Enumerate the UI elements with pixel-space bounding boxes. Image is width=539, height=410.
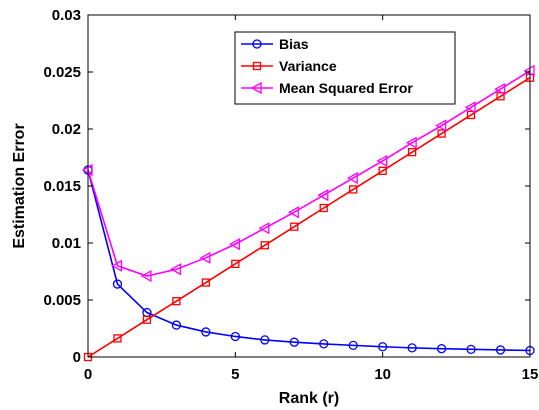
data-point-mean-squared-error <box>346 171 358 185</box>
data-point-variance <box>319 203 328 213</box>
series-line-bias <box>87 169 531 352</box>
data-point-bias <box>495 345 506 355</box>
data-point-bias <box>436 344 447 354</box>
x-tick-label: 0 <box>84 366 92 383</box>
data-point-variance <box>496 92 505 101</box>
data-point-mean-squared-error <box>405 136 417 149</box>
y-tick-label: 0.015 <box>43 178 81 195</box>
data-point-mean-squared-error <box>435 119 447 132</box>
data-point-mean-squared-error <box>494 82 506 96</box>
legend-label-bias: Bias <box>279 36 309 52</box>
legend-marker-mean-squared-error <box>250 81 262 95</box>
legend-label-mean-squared-error: Mean Squared Error <box>279 80 413 96</box>
data-point-bias <box>378 342 388 352</box>
data-point-bias <box>260 335 270 345</box>
data-point-mean-squared-error <box>317 189 329 202</box>
legend-marker-bias <box>252 39 262 49</box>
data-point-variance <box>113 334 122 343</box>
data-point-bias <box>171 320 182 330</box>
data-point-variance <box>172 296 181 306</box>
y-tick-label: 0 <box>73 349 81 366</box>
data-point-bias <box>112 279 123 289</box>
y-tick-label: 0.01 <box>52 235 81 252</box>
data-point-mean-squared-error <box>228 238 240 251</box>
legend-label-variance: Variance <box>279 58 337 74</box>
legend-marker-variance <box>252 61 262 71</box>
x-tick-label: 15 <box>522 366 539 383</box>
data-point-mean-squared-error <box>258 222 270 235</box>
data-point-variance <box>407 147 417 157</box>
data-point-mean-squared-error <box>170 263 182 276</box>
series-line-mean-squared-error <box>87 70 531 277</box>
data-point-mean-squared-error <box>140 269 152 283</box>
data-point-mean-squared-error <box>464 101 476 114</box>
data-point-variance <box>378 166 387 175</box>
legend-item-variance: Variance <box>241 58 337 74</box>
legend-item-bias: Bias <box>241 36 309 52</box>
data-point-variance <box>466 110 476 120</box>
data-point-variance <box>231 259 240 269</box>
x-tick-label: 10 <box>374 366 391 383</box>
series-variance <box>83 73 535 362</box>
data-point-variance <box>349 185 358 194</box>
x-axis-title: Rank (r) <box>279 390 339 407</box>
y-axis-title: Estimation Error <box>11 123 28 248</box>
data-point-bias <box>230 331 240 342</box>
series-layer <box>81 64 535 362</box>
data-point-variance <box>260 241 269 250</box>
data-point-mean-squared-error <box>199 251 211 264</box>
data-point-bias <box>289 337 299 347</box>
data-point-variance <box>437 129 446 138</box>
legend-item-mean-squared-error: Mean Squared Error <box>241 80 413 96</box>
y-tick-label: 0.025 <box>43 64 81 81</box>
y-tick-label: 0.02 <box>52 121 81 138</box>
data-point-variance <box>142 315 152 324</box>
data-point-bias <box>407 343 417 353</box>
data-point-bias <box>201 327 211 337</box>
axes-layer: 0 5 10 15 0 0.005 0.01 0.015 0.02 0.025 0.03 <box>43 7 538 383</box>
data-point-mean-squared-error <box>111 259 123 272</box>
x-tick-label: 5 <box>231 366 239 383</box>
legend: Bias Variance Mean Squared Error <box>234 31 456 105</box>
data-point-variance <box>290 222 299 231</box>
data-point-bias <box>466 344 476 355</box>
series-line-variance <box>87 77 531 358</box>
data-point-bias <box>348 340 358 351</box>
data-point-bias <box>319 339 329 349</box>
y-tick-label: 0.03 <box>52 7 81 24</box>
data-point-variance <box>201 278 211 287</box>
data-point-mean-squared-error <box>287 206 299 219</box>
y-tick-label: 0.005 <box>43 292 81 309</box>
data-point-mean-squared-error <box>376 154 388 168</box>
